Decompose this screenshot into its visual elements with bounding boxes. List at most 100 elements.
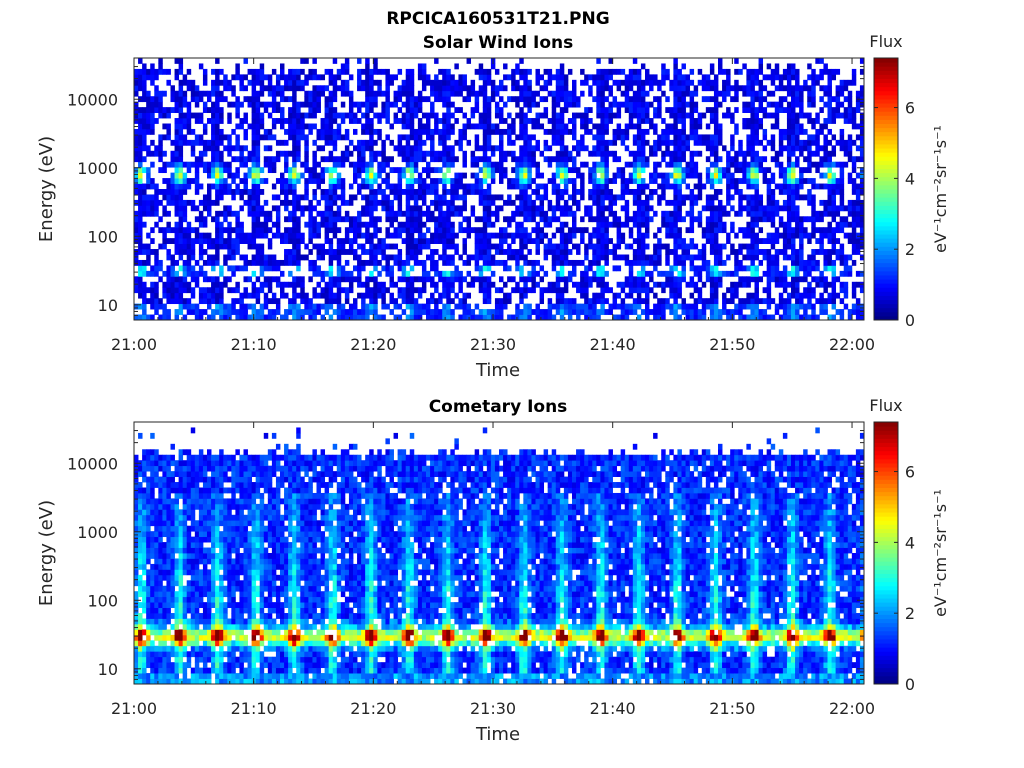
heatmap-cell — [762, 107, 768, 113]
heatmap-cell — [523, 96, 528, 103]
heatmap-cell — [778, 205, 784, 212]
heatmap-cell — [401, 145, 407, 152]
heatmap-cell — [186, 309, 192, 315]
heatmap-cell — [713, 123, 719, 130]
heatmap-cell — [628, 243, 634, 250]
heatmap-cell — [507, 249, 512, 255]
heatmap-cell — [243, 58, 248, 64]
heatmap-cell — [328, 210, 334, 217]
heatmap-cell — [791, 118, 796, 124]
heatmap-cell — [588, 172, 593, 179]
heatmap-cell — [462, 150, 467, 157]
heatmap-cell — [535, 145, 540, 152]
heatmap-cell — [174, 107, 180, 113]
heatmap-cell — [507, 123, 512, 130]
heatmap-cell — [523, 238, 528, 244]
heatmap-cell — [673, 259, 678, 266]
heatmap-cell — [454, 210, 459, 217]
heatmap-cell — [397, 139, 403, 146]
heatmap-cell — [381, 292, 386, 299]
heatmap-cell — [397, 221, 403, 228]
heatmap-cell — [713, 128, 719, 135]
heatmap-cell — [134, 150, 139, 157]
heatmap-cell — [470, 183, 476, 190]
heatmap-cell — [413, 205, 419, 212]
heatmap-cell — [758, 276, 764, 283]
heatmap-cell — [255, 161, 261, 168]
heatmap-cell — [194, 96, 200, 103]
heatmap-cell — [365, 205, 370, 212]
heatmap-cell — [758, 123, 764, 130]
heatmap-cell — [158, 68, 163, 75]
heatmap-cell — [263, 145, 269, 152]
heatmap-cell — [762, 96, 768, 103]
heatmap-cell — [324, 309, 330, 315]
heatmap-cell — [535, 194, 540, 201]
heatmap-cell — [284, 189, 289, 195]
heatmap-cell — [401, 287, 407, 294]
heatmap-cell — [340, 194, 346, 201]
heatmap-cell — [430, 183, 435, 190]
heatmap-cell — [685, 101, 691, 108]
heatmap-cell — [604, 167, 609, 174]
heatmap-cell — [340, 118, 346, 124]
heatmap-cell — [292, 128, 297, 135]
heatmap-cell — [713, 194, 719, 201]
heatmap-cell — [754, 183, 759, 190]
heatmap-cell — [442, 139, 447, 146]
heatmap-cell — [681, 298, 686, 305]
heatmap-cell — [624, 123, 630, 130]
heatmap-cell — [215, 249, 220, 255]
heatmap-cell — [409, 238, 415, 244]
heatmap-cell — [527, 96, 532, 103]
heatmap-cell — [486, 309, 492, 315]
heatmap-cell — [734, 79, 739, 86]
heatmap-cell — [401, 221, 407, 228]
heatmap-cell — [584, 303, 589, 310]
heatmap-cell — [580, 276, 585, 283]
heatmap-cell — [409, 210, 415, 217]
heatmap-cell — [369, 101, 374, 108]
heatmap-cell — [336, 161, 342, 168]
heatmap-cell — [211, 265, 216, 272]
heatmap-cell — [657, 194, 662, 201]
heatmap-cell — [543, 270, 549, 277]
heatmap-cell — [563, 85, 569, 92]
heatmap-cell — [162, 270, 167, 277]
heatmap-cell — [344, 292, 350, 299]
heatmap-cell — [373, 259, 378, 266]
heatmap-cell — [713, 101, 719, 108]
heatmap-cell — [478, 74, 484, 81]
heatmap-cell — [255, 172, 261, 179]
heatmap-cell — [507, 112, 512, 119]
heatmap-cell — [198, 150, 204, 157]
heatmap-cell — [275, 74, 281, 81]
heatmap-cell — [730, 96, 735, 103]
heatmap-cell — [227, 254, 232, 261]
heatmap-cell — [689, 265, 695, 272]
heatmap-cell — [405, 281, 411, 288]
heatmap-cell — [632, 150, 638, 157]
heatmap-cell — [267, 287, 273, 294]
heatmap-cell — [365, 118, 370, 124]
heatmap-cell — [292, 259, 297, 266]
heatmap-cell — [746, 90, 751, 97]
heatmap-cell — [450, 90, 455, 97]
heatmap-cell — [134, 134, 139, 141]
heatmap-cell — [446, 216, 451, 223]
heatmap-cell — [292, 96, 297, 103]
heatmap-cell — [336, 172, 342, 179]
heatmap-cell — [774, 249, 780, 255]
heatmap-cell — [324, 232, 330, 239]
heatmap-cell — [405, 79, 411, 86]
heatmap-cell — [373, 303, 378, 310]
heatmap-cell — [636, 249, 642, 255]
heatmap-cell — [454, 183, 459, 190]
heatmap-cell — [511, 156, 516, 163]
heatmap-cell — [636, 287, 642, 294]
heatmap-cell — [786, 123, 792, 130]
heatmap-cell — [551, 303, 557, 310]
heatmap-cell — [791, 205, 796, 212]
heatmap-cell — [405, 270, 411, 277]
heatmap-cell — [523, 254, 528, 261]
